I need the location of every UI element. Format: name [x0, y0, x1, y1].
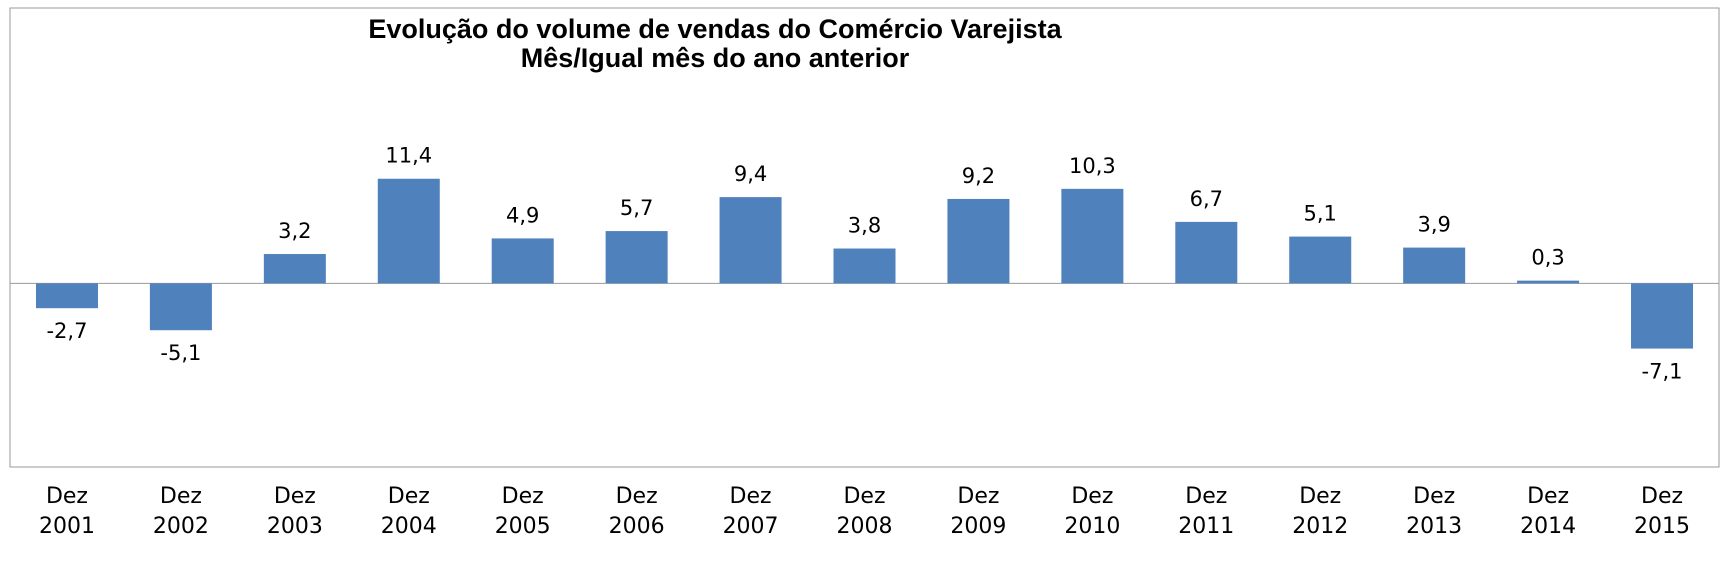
- chart-title: Evolução do volume de vendas do Comércio…: [368, 14, 1062, 44]
- data-label: 5,7: [620, 196, 653, 220]
- bar: [1517, 280, 1580, 284]
- bar: [833, 248, 896, 284]
- x-tick-label: Dez 2015: [1634, 484, 1691, 539]
- x-tick-label: Dez 2014: [1520, 484, 1577, 539]
- data-label: 5,1: [1304, 202, 1337, 226]
- bar: [35, 283, 98, 309]
- bar: [263, 254, 326, 284]
- data-label: 3,9: [1417, 213, 1450, 237]
- data-label: 11,4: [385, 144, 432, 168]
- data-label: 0,3: [1531, 246, 1564, 270]
- x-tick-label: Dez 2010: [1064, 484, 1121, 539]
- bar: [1061, 188, 1124, 284]
- data-label: -5,1: [160, 341, 201, 365]
- bar: [149, 283, 212, 331]
- data-label: 4,9: [506, 203, 539, 227]
- x-tick-label: Dez 2012: [1292, 484, 1349, 539]
- bar: [377, 178, 440, 284]
- data-label: 6,7: [1190, 187, 1223, 211]
- bar: [1289, 236, 1352, 284]
- data-label: 10,3: [1069, 154, 1116, 178]
- data-label: 3,2: [278, 219, 311, 243]
- x-tick-label: Dez 2008: [836, 484, 893, 539]
- bar: [605, 231, 668, 284]
- bar: [947, 198, 1010, 284]
- data-label: -2,7: [46, 319, 87, 343]
- x-tick-label: Dez 2011: [1178, 484, 1235, 539]
- x-tick-label: Dez 2013: [1406, 484, 1463, 539]
- data-label: 9,4: [734, 162, 767, 186]
- x-tick-label: Dez 2002: [152, 484, 209, 539]
- chart-subtitle: Mês/Igual mês do ano anterior: [521, 43, 910, 73]
- bar: [719, 197, 782, 284]
- bar: [491, 238, 554, 284]
- data-label: 9,2: [962, 164, 995, 188]
- plot-border: [9, 7, 1720, 468]
- x-tick-label: Dez 2005: [494, 484, 551, 539]
- x-tick-label: Dez 2003: [266, 484, 323, 539]
- bar: [1403, 247, 1466, 284]
- x-tick-label: Dez 2009: [950, 484, 1007, 539]
- bar: [1631, 283, 1694, 349]
- data-label: -7,1: [1642, 360, 1683, 384]
- data-label: 3,8: [848, 214, 881, 238]
- x-tick-label: Dez 2007: [722, 484, 779, 539]
- bar: [1175, 221, 1238, 284]
- x-tick-label: Dez 2004: [380, 484, 437, 539]
- x-tick-label: Dez 2001: [38, 484, 95, 539]
- x-tick-label: Dez 2006: [608, 484, 665, 539]
